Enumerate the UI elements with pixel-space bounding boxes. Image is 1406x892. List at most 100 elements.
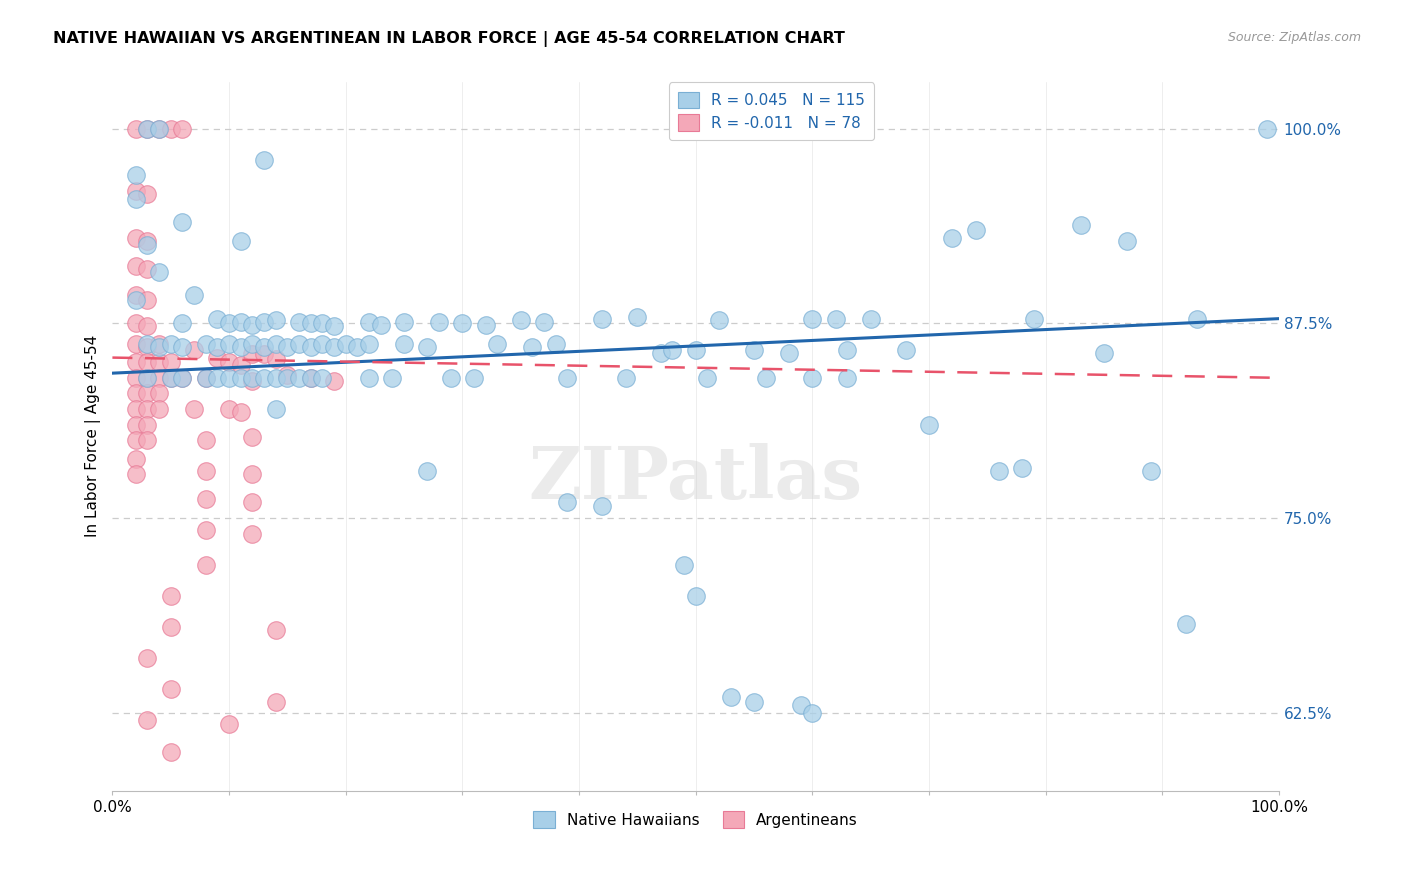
Point (276, 340, 298, 354)
Point (1011, 461, 1033, 475)
Point (229, 359, 252, 373)
Point (1187, 311, 1209, 326)
Point (242, 495, 264, 509)
Text: NATIVE HAWAIIAN VS ARGENTINEAN IN LABOR FORCE | AGE 45-54 CORRELATION CHART: NATIVE HAWAIIAN VS ARGENTINEAN IN LABOR … (53, 31, 845, 47)
Point (159, 355, 181, 369)
Point (591, 499, 613, 513)
Point (557, 495, 579, 509)
Point (136, 402, 159, 417)
Point (172, 215, 194, 229)
Point (125, 417, 148, 432)
Point (346, 340, 368, 354)
Point (720, 690, 742, 705)
Point (392, 315, 415, 329)
Point (685, 589, 707, 603)
Point (650, 346, 672, 360)
Point (557, 371, 579, 385)
Point (323, 340, 346, 354)
Point (136, 121, 159, 136)
Point (183, 402, 205, 417)
Point (264, 371, 287, 385)
Point (276, 368, 298, 382)
Point (789, 698, 811, 712)
Point (288, 371, 311, 385)
Point (218, 371, 240, 385)
Point (742, 343, 765, 357)
Point (357, 371, 380, 385)
Point (125, 259, 148, 273)
Point (194, 464, 217, 478)
Point (288, 336, 311, 351)
Point (440, 371, 463, 385)
Point (242, 526, 264, 541)
Point (626, 310, 648, 324)
Point (136, 355, 159, 369)
Point (229, 340, 252, 354)
Point (148, 121, 170, 136)
Point (253, 153, 276, 167)
Point (159, 589, 181, 603)
Point (125, 316, 148, 330)
Point (253, 315, 276, 329)
Point (194, 558, 217, 572)
Point (242, 336, 264, 351)
Point (1174, 616, 1197, 631)
Point (242, 430, 264, 444)
Point (125, 230, 148, 244)
Point (685, 343, 707, 357)
Point (859, 311, 882, 326)
Point (194, 336, 217, 351)
Point (451, 316, 474, 330)
Point (207, 340, 229, 354)
Point (299, 371, 322, 385)
Y-axis label: In Labor Force | Age 45-54: In Labor Force | Age 45-54 (86, 335, 101, 537)
Point (742, 695, 765, 709)
Point (159, 682, 181, 697)
Point (148, 340, 170, 354)
Point (125, 288, 148, 302)
Point (194, 492, 217, 507)
Point (276, 371, 298, 385)
Point (229, 371, 252, 385)
Point (474, 318, 496, 332)
Point (159, 620, 181, 634)
Point (218, 336, 240, 351)
Point (591, 311, 613, 326)
Point (837, 343, 859, 357)
Point (335, 336, 357, 351)
Point (159, 371, 181, 385)
Point (253, 371, 276, 385)
Point (988, 464, 1011, 478)
Point (264, 402, 287, 417)
Point (311, 371, 333, 385)
Point (229, 234, 252, 248)
Point (755, 371, 778, 385)
Point (136, 187, 159, 202)
Point (125, 402, 148, 417)
Point (264, 352, 287, 367)
Point (172, 371, 194, 385)
Point (136, 371, 159, 385)
Point (136, 121, 159, 136)
Point (218, 402, 240, 417)
Point (522, 340, 544, 354)
Point (801, 311, 824, 326)
Point (207, 371, 229, 385)
Point (463, 371, 485, 385)
Point (136, 371, 159, 385)
Point (357, 315, 380, 329)
Point (148, 336, 170, 351)
Point (311, 316, 333, 330)
Point (918, 417, 941, 432)
Point (229, 315, 252, 329)
Point (125, 386, 148, 401)
Point (242, 467, 264, 482)
Point (381, 371, 404, 385)
Point (229, 405, 252, 419)
Point (264, 695, 287, 709)
Point (148, 402, 170, 417)
Point (614, 371, 637, 385)
Point (172, 316, 194, 330)
Point (486, 336, 509, 351)
Point (1116, 234, 1139, 248)
